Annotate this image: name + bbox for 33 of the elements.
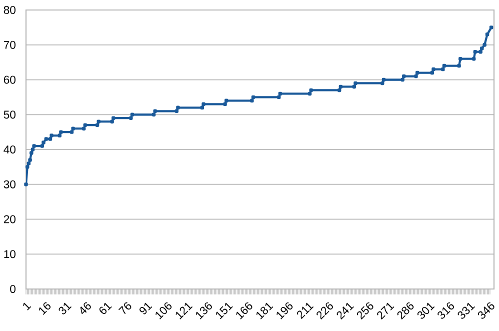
x-tick-label: 301 xyxy=(417,302,435,319)
x-tick-label: 241 xyxy=(336,302,354,320)
y-tick-label: 10 xyxy=(4,250,16,258)
x-tick-label: 211 xyxy=(297,302,314,319)
x-tick-label: 136 xyxy=(196,302,212,320)
y-tick-label: 60 xyxy=(4,76,16,84)
y-tick-label: 80 xyxy=(4,6,16,14)
x-tick-label: 31 xyxy=(58,302,72,314)
x-tick-label: 196 xyxy=(276,302,293,320)
x-tick-label: 166 xyxy=(236,302,252,320)
x-tick-label: 16 xyxy=(39,302,51,315)
x-tick-label: 151 xyxy=(216,302,233,320)
x-tick-label: 256 xyxy=(356,302,374,320)
y-tick-label: 0 xyxy=(10,284,16,293)
x-tick-label: 106 xyxy=(156,302,172,320)
x-tick-label: 286 xyxy=(397,302,414,320)
x-tick-label: 1 xyxy=(23,302,32,310)
y-tick-label: 50 xyxy=(4,110,16,119)
x-tick-label: 76 xyxy=(118,302,132,314)
x-tick-label: 181 xyxy=(256,302,274,320)
x-tick-label: 46 xyxy=(80,302,91,314)
y-tick-label: 30 xyxy=(4,180,16,188)
x-tick-label: 346 xyxy=(478,302,494,319)
y-tick-label: 40 xyxy=(4,145,16,154)
x-tick-label: 316 xyxy=(438,302,454,319)
x-tick-label: 91 xyxy=(140,302,152,314)
x-tick-label: 61 xyxy=(99,302,112,314)
x-tick-label: 121 xyxy=(176,302,193,320)
x-tick-label: 331 xyxy=(458,302,475,319)
x-tick-label: 271 xyxy=(377,302,394,320)
x-tick-label: 226 xyxy=(316,302,333,320)
y-tick-label: 20 xyxy=(4,215,16,224)
y-tick-label: 70 xyxy=(4,40,16,49)
